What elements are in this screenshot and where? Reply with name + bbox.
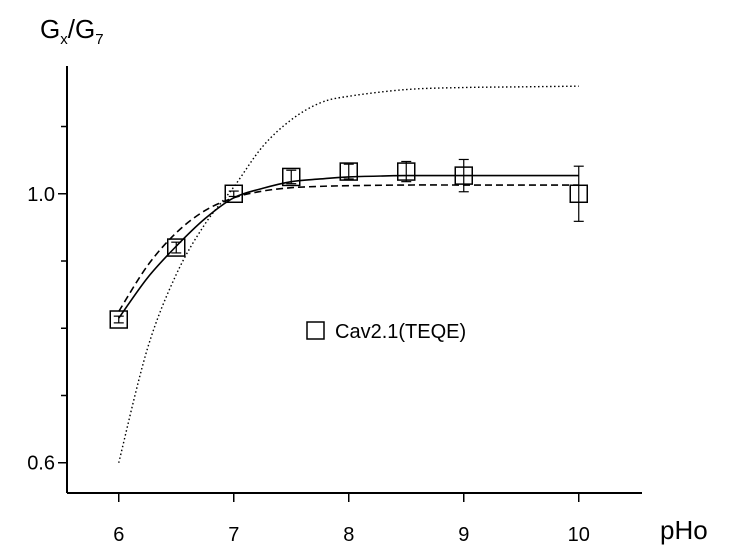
y-axis-title: Gx/G7 xyxy=(40,14,104,48)
legend: Cav2.1(TEQE) xyxy=(306,321,466,343)
y-tick-label-0.6: 0.6 xyxy=(27,453,55,475)
y-tick-label-1: 1.0 xyxy=(27,184,55,206)
y-axis-title-slash: /G xyxy=(68,14,95,44)
fit-curve-solid xyxy=(118,174,579,319)
x-tick-label-6: 6 xyxy=(113,524,124,546)
legend-label: Cav2.1(TEQE) xyxy=(335,321,466,343)
square-marker xyxy=(569,184,588,204)
data-point-6 xyxy=(109,310,128,329)
fit-curve-dashed xyxy=(118,184,579,312)
y-axis-title-sub-7: 7 xyxy=(95,31,103,48)
fit-curves xyxy=(118,85,579,463)
x-tick-label-7: 7 xyxy=(228,524,239,546)
ticks: 6 7 8 9 10 0.6 1.0 xyxy=(27,125,590,546)
x-axis-title: pHo xyxy=(660,515,708,545)
data-point-6.5 xyxy=(167,238,186,257)
square-marker xyxy=(167,238,186,257)
data-points xyxy=(109,158,588,329)
square-marker xyxy=(454,166,473,185)
x-tick-label-8: 8 xyxy=(343,524,354,546)
data-point-8.5 xyxy=(397,160,416,183)
square-marker xyxy=(282,167,301,187)
square-marker xyxy=(397,162,416,181)
x-tick-label-10: 10 xyxy=(568,524,590,546)
y-axis-title-main: G xyxy=(40,14,60,44)
data-point-7 xyxy=(224,184,243,204)
square-marker xyxy=(109,310,128,329)
fit-curve-dotted xyxy=(118,85,579,463)
data-point-10 xyxy=(569,165,588,222)
data-point-7.5 xyxy=(282,167,301,187)
square-marker xyxy=(339,162,358,181)
x-tick-label-9: 9 xyxy=(458,524,469,546)
y-axis-title-sub-x: x xyxy=(60,31,68,48)
square-marker xyxy=(224,184,243,204)
legend-marker xyxy=(306,321,325,340)
data-point-8 xyxy=(339,162,358,181)
data-point-9 xyxy=(454,158,473,193)
